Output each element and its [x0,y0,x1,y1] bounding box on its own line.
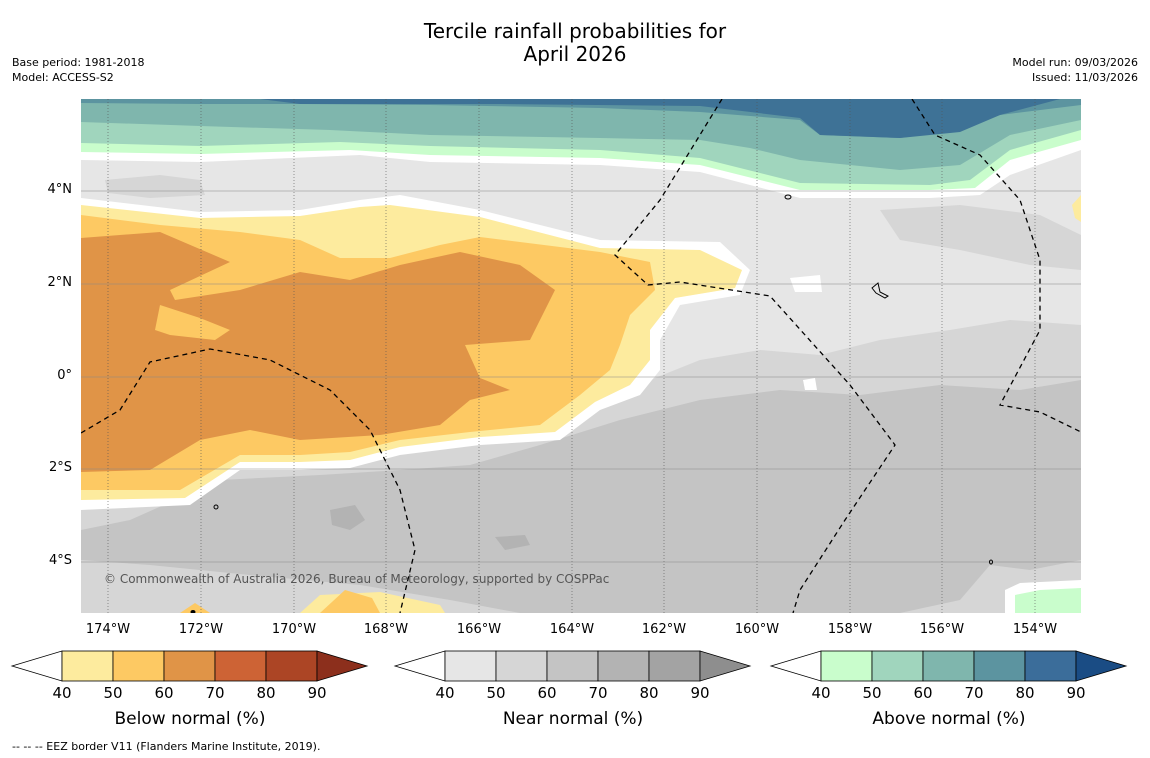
colorbar-tick: 60 [154,684,174,702]
y-tick: 4°N [47,182,73,197]
near-normal-50-patch-small [105,175,205,198]
colorbar-label-below: Below normal (%) [114,709,266,729]
title-line-2: April 2026 [523,42,627,66]
x-tick: 158°W [827,622,873,637]
colorbar-tick: 90 [690,684,710,702]
x-tick: 156°W [919,622,965,637]
islands [190,194,993,613]
colorbar-tick: 90 [307,684,327,702]
meta-left: Base period: 1981-2018 Model: ACCESS-S2 [12,55,144,85]
map-area [81,99,1081,613]
y-tick: 0° [57,368,72,383]
colorbar-segment [265,650,318,682]
colorbar-extend-low [393,650,446,682]
x-tick: 166°W [456,622,502,637]
colorbar-label-above: Above normal (%) [872,709,1026,729]
colorbar-extend-low [10,650,63,682]
colorbar-segment [112,650,165,682]
colorbar-tick: 40 [811,684,831,702]
above-normal-se-green [1015,588,1081,613]
colorbar-segment [648,650,701,682]
colorbar-segment [1024,650,1077,682]
colorbar-segment [973,650,1026,682]
colorbar-segment [546,650,599,682]
near-normal-60-patch-east [880,498,955,560]
x-tick: 154°W [1012,622,1058,637]
colorbar-tick: 80 [639,684,659,702]
colorbar-tick: 40 [435,684,455,702]
colorbar-tick: 70 [964,684,984,702]
x-tick: 170°W [271,622,317,637]
y-tick: 2°S [48,460,72,475]
colorbar-tick: 50 [103,684,123,702]
colorbar-segment [214,650,267,682]
colorbar-extend-low [769,650,822,682]
near-white-patch-2 [803,378,817,390]
colorbar-tick: 90 [1066,684,1086,702]
above-normal-east-patch [1072,195,1081,222]
below-normal-70-area [81,232,555,472]
below-normal-bottom-patch-2 [180,603,210,613]
colorbar-segment [61,650,114,682]
eez-borders [81,99,1081,613]
x-tick: 164°W [549,622,595,637]
x-tick: 160°W [734,622,780,637]
base-period: Base period: 1981-2018 [12,56,145,69]
colorbars [10,650,1128,682]
colorbar-tick: 50 [486,684,506,702]
chart-title: Tercile rainfall probabilities for April… [0,20,1150,66]
near-white-patch-1 [790,275,822,292]
y-tick: 2°N [47,275,73,290]
eez-footnote: -- -- -- EEZ border V11 (Flanders Marine… [12,740,321,753]
model-run: Model run: 09/03/2026 [1012,56,1138,69]
colorbar-tick: 80 [256,684,276,702]
colorbar-segment [495,650,548,682]
model-name: Model: ACCESS-S2 [12,71,114,84]
colorbar-tick: 50 [862,684,882,702]
colorbar-tick: 60 [913,684,933,702]
colorbar-extend-high [699,650,752,682]
near-normal-60-band [81,380,1081,613]
colorbar-tick: 80 [1015,684,1035,702]
colorbar-tick: 70 [205,684,225,702]
colorbar-tick: 40 [52,684,72,702]
above-normal-80-band [260,99,1060,138]
colorbar-extend-high [316,650,369,682]
copyright-notice: © Commonwealth of Australia 2026, Bureau… [104,572,610,586]
colorbar-segment [871,650,924,682]
issued-date: Issued: 11/03/2026 [1031,71,1138,84]
y-tick: 4°S [48,553,72,568]
colorbar-segment [163,650,216,682]
colorbar-label-near: Near normal (%) [502,709,644,729]
lat-gridlines [81,190,1081,563]
x-tick: 172°W [178,622,224,637]
x-tick: 162°W [641,622,687,637]
colorbar-tick: 70 [588,684,608,702]
x-tick: 174°W [85,622,131,637]
title-line-1: Tercile rainfall probabilities for [423,19,727,43]
near-normal-50-patch-north [880,205,1081,270]
colorbar-segment [820,650,873,682]
near-normal-70-patch-2 [495,535,530,550]
meta-right: Model run: 09/03/2026 Issued: 11/03/2026 [1012,55,1138,85]
below-normal-60-hole [155,305,230,340]
colorbar-segment [444,650,497,682]
colorbar-segment [597,650,650,682]
near-normal-70-patch [330,505,365,530]
x-tick: 168°W [363,622,409,637]
colorbar-segment [922,650,975,682]
below-normal-bottom-patch-60 [320,590,380,613]
colorbar-tick: 60 [537,684,557,702]
colorbar-extend-high [1075,650,1128,682]
